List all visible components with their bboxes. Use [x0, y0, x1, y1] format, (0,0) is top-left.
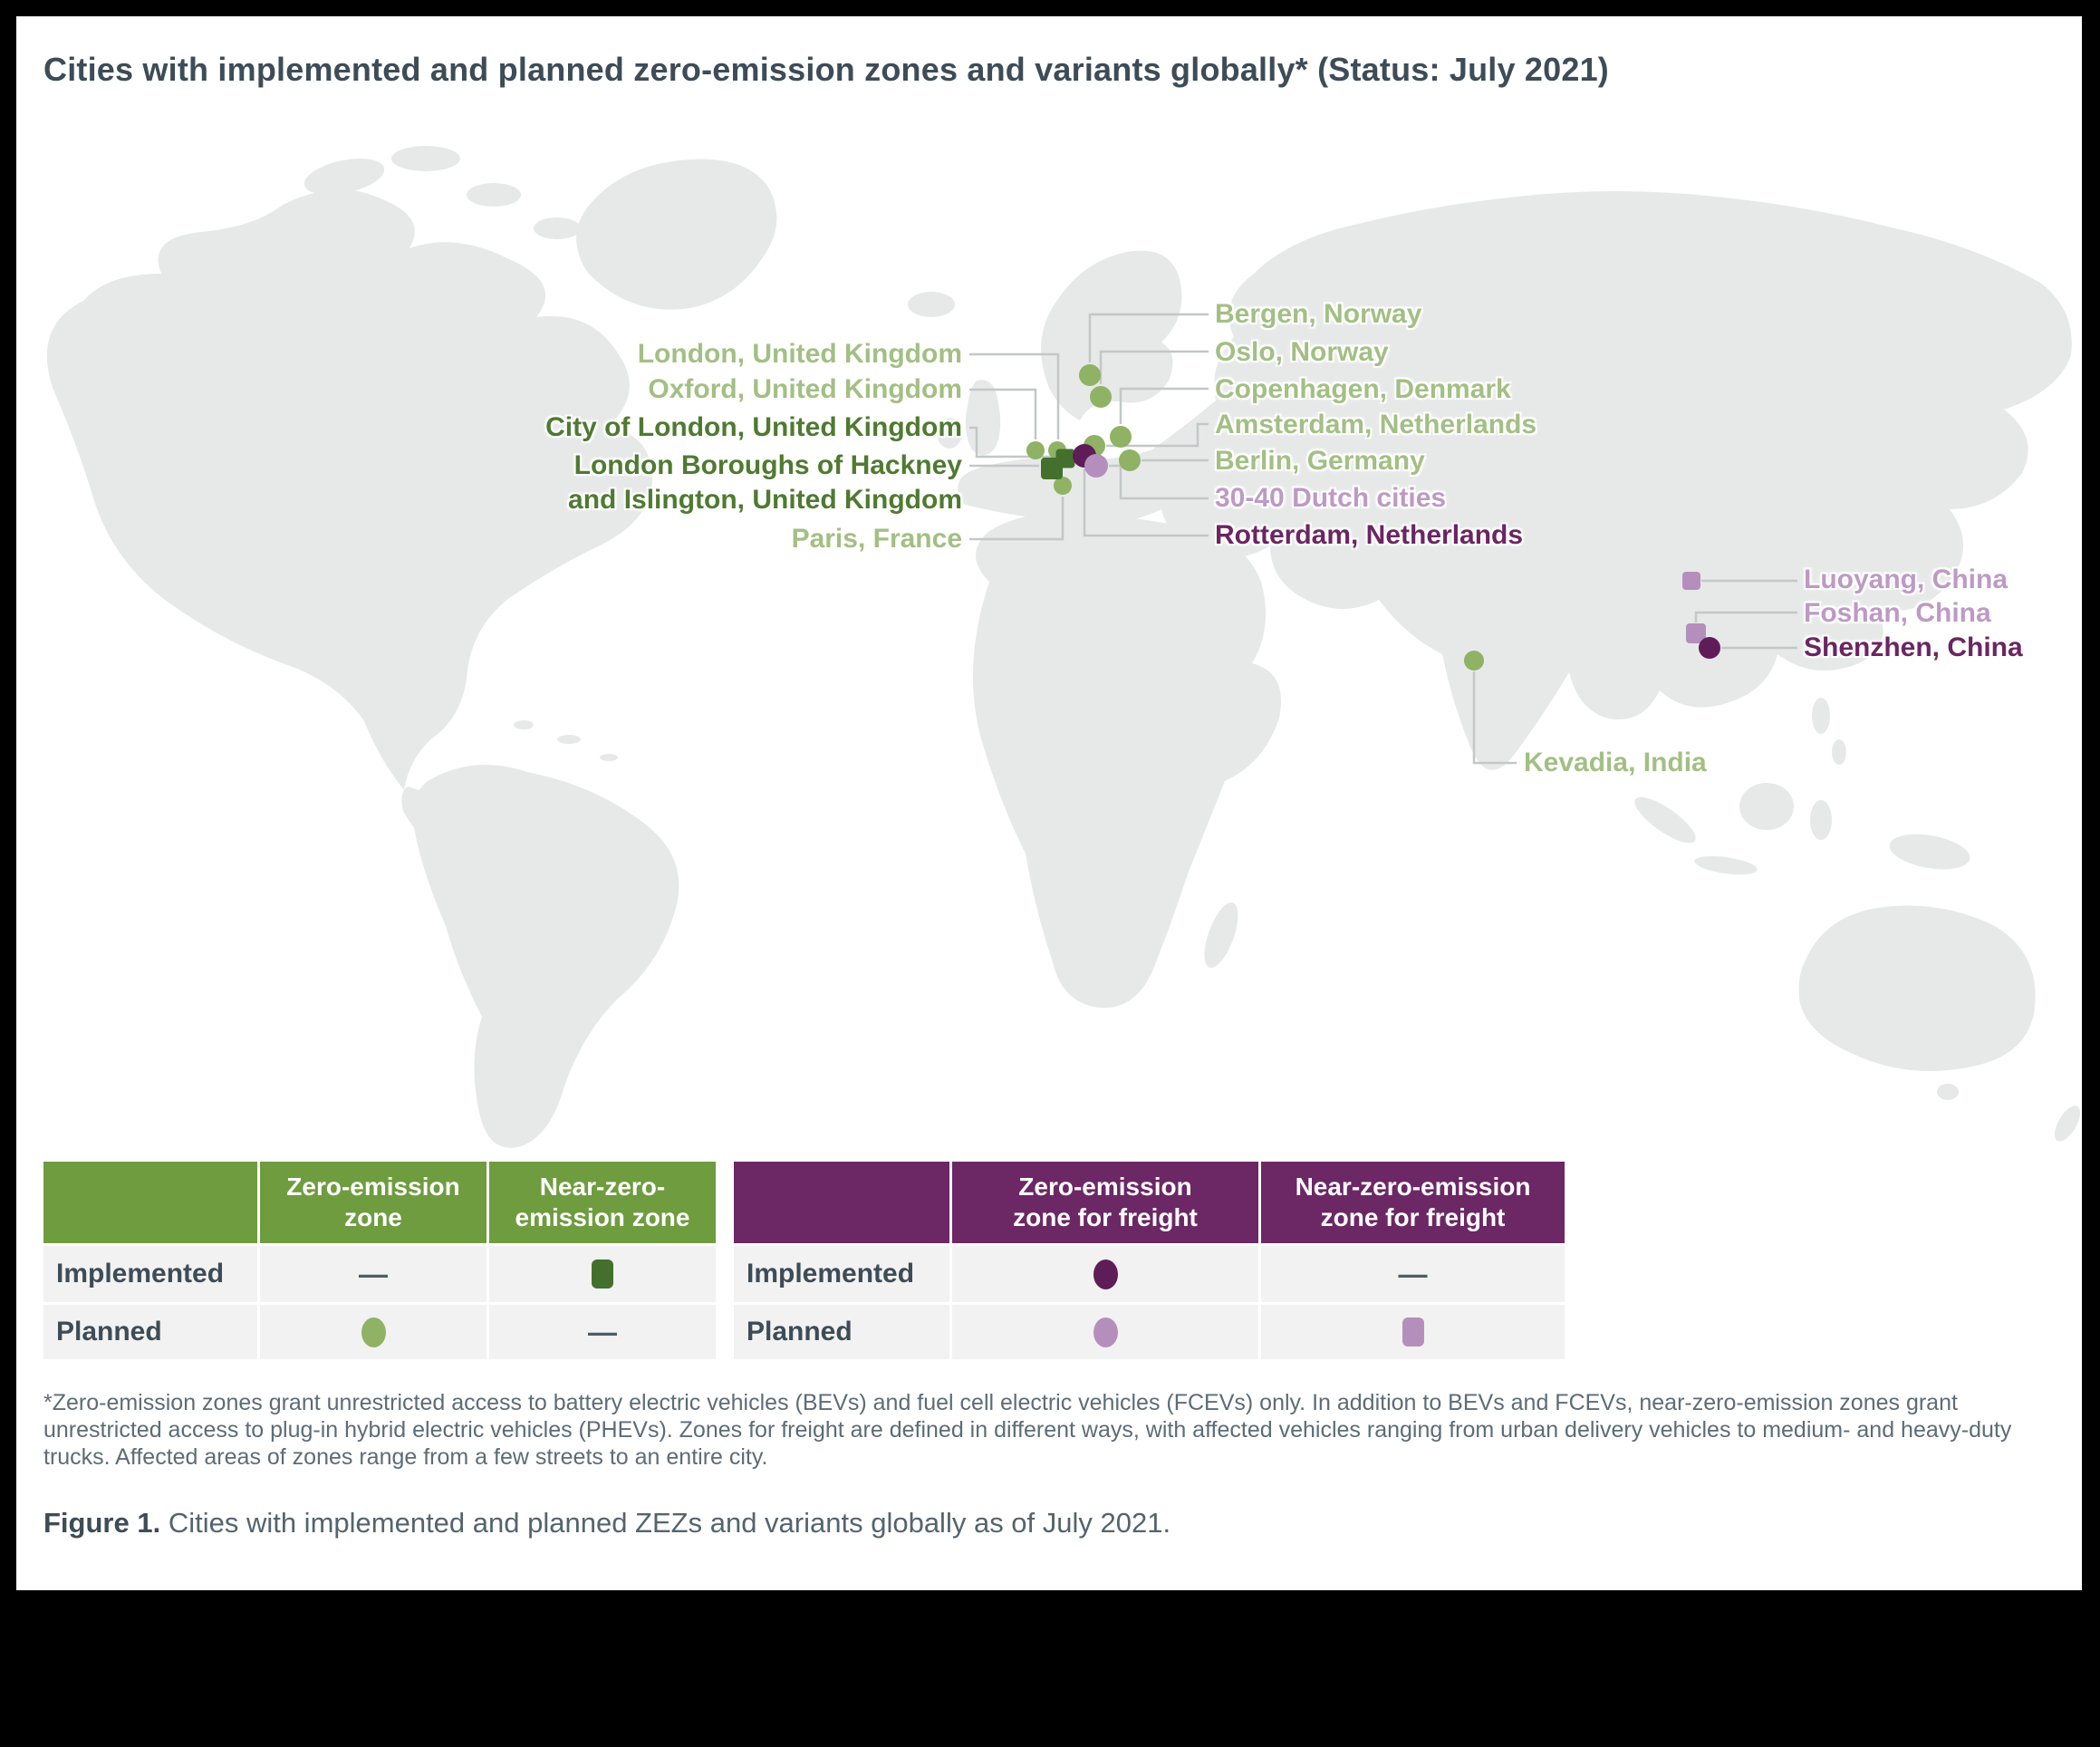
city-marker-shenzhen: [1699, 637, 1720, 659]
caption-text: Cities with implemented and planned ZEZs…: [160, 1507, 1171, 1539]
legend-freight-implemented-nzez-dash: —: [1261, 1246, 1565, 1302]
planned-zero-emission-zone-marker: [361, 1317, 386, 1347]
city-marker-oslo: [1090, 386, 1112, 408]
madagascar: [1204, 902, 1238, 969]
leader-line-paris: [969, 497, 1064, 541]
city-markers-layer: [1026, 364, 1720, 671]
leader-line-london-uk: [969, 352, 1060, 439]
legend-freight-corner-cell: [734, 1162, 949, 1243]
implemented-zero-emission-freight-marker: [1093, 1259, 1118, 1289]
caption-label: Figure 1.: [43, 1507, 161, 1539]
continent-south-america: [412, 765, 679, 1148]
legend-freight-planned-zez-cell: [952, 1305, 1258, 1359]
legend-zez-header-nzez: Near-zero- emission zone: [489, 1162, 716, 1243]
arctic-island: [534, 217, 581, 239]
legend-zez-corner-cell: [43, 1162, 257, 1243]
legend-zez-planned-nzez-dash: —: [489, 1305, 716, 1359]
legend-freight-implemented-zez-cell: [952, 1246, 1258, 1302]
leader-line-kevadia: [1472, 671, 1517, 765]
planned-zero-emission-freight-marker: [1093, 1317, 1118, 1347]
new-guinea: [1889, 834, 1970, 870]
japan-island: [1876, 431, 1907, 475]
figure-caption: Figure 1. Cities with implemented and pl…: [43, 1507, 1170, 1539]
legend-freight-row-implemented-label: Implemented: [734, 1246, 949, 1302]
continent-africa: [973, 512, 1281, 1009]
legend-freight-zones: Zero-emission zone for freight Near-zero…: [734, 1162, 1565, 1359]
caribbean-island: [557, 735, 581, 744]
great-britain: [965, 380, 1001, 456]
legend-freight-planned-nzez-cell: [1261, 1305, 1565, 1359]
borneo: [1739, 783, 1794, 830]
new-zealand: [2055, 1105, 2080, 1142]
philippines-island: [1812, 698, 1830, 734]
legend-zez-implemented-zez-dash: —: [260, 1246, 486, 1302]
legend-zez-row-planned-label: Planned: [43, 1305, 257, 1359]
arctic-island: [467, 183, 521, 207]
city-marker-foshan: [1686, 623, 1706, 643]
japan-island: [1866, 516, 1884, 545]
legend-zez-row-implemented-label: Implemented: [43, 1246, 257, 1302]
sulawesi: [1810, 800, 1832, 840]
city-marker-hackney-islington: [1041, 458, 1063, 479]
sumatra: [1634, 796, 1696, 844]
legend-zero-emission-zones: Zero-emission zone Near-zero- emission z…: [43, 1162, 716, 1359]
leader-line-oxford-uk: [969, 388, 1037, 439]
legend-zez-implemented-nzez-cell: [489, 1246, 716, 1302]
leader-line-dutch-cities: [1109, 464, 1209, 500]
tasmania: [1937, 1084, 1959, 1100]
footnote: *Zero-emission zones grant unrestricted …: [43, 1390, 2012, 1470]
figure-title: Cities with implemented and planned zero…: [43, 51, 1610, 88]
city-marker-copenhagen: [1110, 426, 1132, 448]
city-marker-paris: [1054, 477, 1072, 495]
city-marker-kevadia: [1464, 651, 1484, 671]
leader-line-oslo: [1099, 350, 1209, 384]
leader-lines-layer: [969, 313, 1797, 765]
iceland: [908, 292, 955, 317]
japan-island: [1902, 478, 1925, 516]
city-marker-berlin: [1119, 449, 1141, 471]
caribbean-island: [514, 720, 534, 729]
continent-north-america: [46, 189, 653, 791]
arctic-island: [391, 146, 460, 171]
java: [1694, 855, 1758, 875]
arctic-island: [303, 159, 385, 195]
leader-line-copenhagen: [1119, 387, 1209, 424]
continents-layer: [46, 146, 2080, 1148]
continent-greenland: [576, 159, 777, 310]
leader-line-amsterdam: [1106, 422, 1209, 448]
ireland: [937, 418, 962, 449]
legend-zez-header-zez: Zero-emission zone: [260, 1162, 486, 1243]
city-marker-oxford-uk: [1026, 441, 1045, 459]
continent-eurasia: [958, 191, 2072, 770]
city-marker-bergen: [1079, 364, 1101, 386]
legend-zez-planned-zez-cell: [260, 1305, 486, 1359]
continent-australia: [1798, 905, 2036, 1072]
legend-freight-row-planned-label: Planned: [734, 1305, 949, 1359]
implemented-near-zero-emission-zone-marker: [592, 1260, 613, 1289]
city-marker-luoyang: [1682, 572, 1700, 590]
leader-line-foshan: [1694, 611, 1797, 623]
caribbean-island: [600, 754, 618, 761]
leader-line-rotterdam: [1083, 468, 1209, 537]
leader-line-bergen: [1088, 313, 1209, 362]
city-marker-dutch-cities: [1084, 454, 1108, 478]
philippines-island: [1832, 739, 1846, 765]
scandinavia: [1041, 250, 1182, 420]
planned-near-zero-emission-freight-marker: [1402, 1317, 1424, 1346]
legend-freight-header-zez: Zero-emission zone for freight: [952, 1162, 1258, 1243]
leader-line-city-of-london: [969, 426, 1055, 458]
legend-freight-header-nzez: Near-zero-emission zone for freight: [1261, 1162, 1565, 1243]
